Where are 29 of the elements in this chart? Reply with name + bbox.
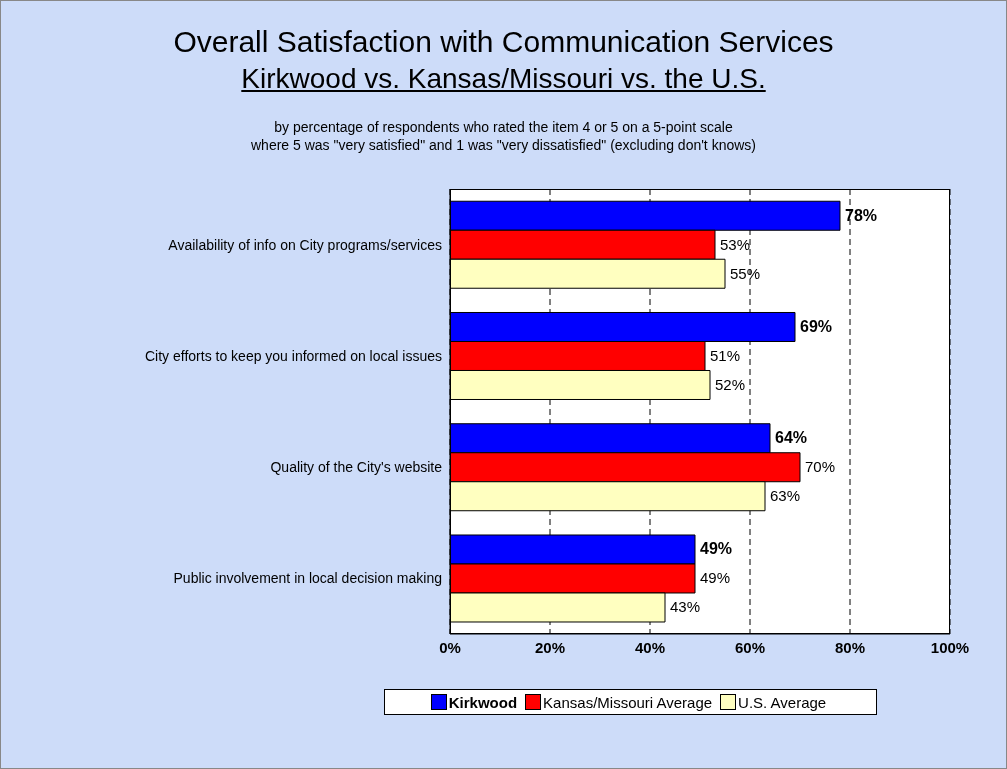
data-label: 53%: [720, 235, 751, 253]
data-label: 52%: [715, 375, 746, 393]
x-tick-label: 20%: [534, 638, 566, 656]
text: by percentage of respondents who rated the item 4 or 5 on a 5-point scale: [273, 119, 734, 135]
x-tick-label: 60%: [734, 638, 766, 656]
legend-label: Kansas/Missouri Average: [543, 693, 713, 711]
data-label: 49%: [700, 569, 731, 587]
data-label: 51%: [710, 346, 741, 364]
legend-label: Kirkwood: [448, 693, 518, 711]
y-tick-label: Quality of the City's website: [270, 459, 443, 476]
data-label: 63%: [770, 487, 801, 505]
data-label: 69%: [800, 317, 833, 335]
chart-title: Overall Satisfaction with Communication Services: [172, 25, 835, 59]
x-tick-label: 100%: [930, 638, 970, 656]
x-tick-label: 80%: [834, 638, 866, 656]
chart-subtitle: Kirkwood vs. Kansas/Missouri vs. the U.S.: [240, 63, 767, 95]
data-label: 70%: [805, 458, 836, 476]
data-label: 43%: [670, 598, 701, 616]
data-label: 55%: [730, 264, 761, 282]
data-label: 49%: [700, 540, 733, 558]
text: where 5 was "very satisfied" and 1 was "very dissatisfied" (excluding don't knows): [250, 137, 757, 153]
data-label: 78%: [845, 206, 878, 224]
legend-label: U.S. Average: [738, 693, 827, 711]
y-tick-label: Public involvement in local decision making: [173, 570, 442, 587]
x-tick-label: 40%: [634, 638, 666, 656]
x-tick-label: 0%: [439, 638, 461, 656]
y-tick-label: City efforts to keep you informed on local issues: [144, 347, 442, 364]
data-label: 64%: [775, 429, 808, 447]
y-tick-label: Availability of info on City programs/services: [168, 236, 442, 253]
